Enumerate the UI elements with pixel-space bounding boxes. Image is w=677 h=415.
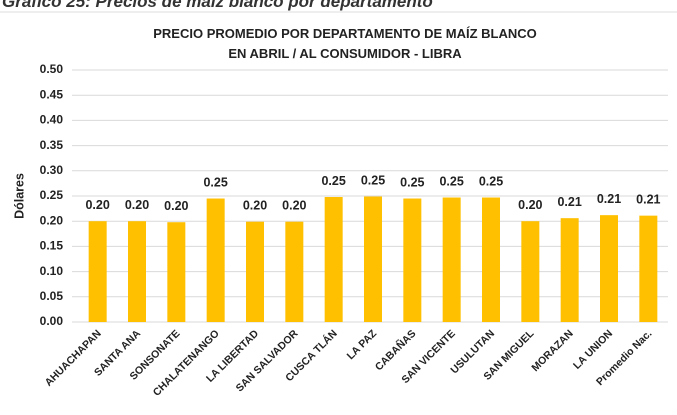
y-axis-label: Dólares xyxy=(12,173,26,219)
bar xyxy=(639,215,658,322)
bar xyxy=(128,221,146,322)
x-tick-label: LA PAZ xyxy=(345,327,380,362)
y-tick-label: 0.25 xyxy=(40,188,64,202)
bar xyxy=(403,198,422,322)
y-tick-label: 0.20 xyxy=(40,213,64,227)
y-tick-label: 0.45 xyxy=(40,87,64,101)
value-label: 0.20 xyxy=(282,199,306,213)
bar xyxy=(600,215,618,322)
value-label: 0.25 xyxy=(361,174,385,188)
caption: Gráfico 25: Precios de maíz blanco por d… xyxy=(2,0,433,11)
y-tick-label: 0.35 xyxy=(40,138,64,152)
value-label: 0.20 xyxy=(243,199,267,213)
bar xyxy=(88,221,107,322)
bar xyxy=(482,197,500,322)
y-tick-label: 0.00 xyxy=(40,314,64,328)
value-label: 0.20 xyxy=(518,198,542,212)
value-label: 0.21 xyxy=(636,193,660,207)
bar xyxy=(560,218,579,322)
chart-title: PRECIO PROMEDIO POR DEPARTAMENTO DE MAÍZ… xyxy=(153,26,537,41)
bar xyxy=(324,197,343,322)
chart-title: EN ABRIL / AL CONSUMIDOR - LIBRA xyxy=(228,46,462,61)
x-tick-label: MORAZAN xyxy=(529,328,575,374)
bar xyxy=(364,196,382,322)
y-tick-label: 0.40 xyxy=(40,113,64,127)
value-label: 0.20 xyxy=(85,198,109,212)
value-label: 0.20 xyxy=(164,199,188,213)
bar xyxy=(285,221,304,322)
value-label: 0.21 xyxy=(597,192,621,206)
value-label: 0.25 xyxy=(203,176,227,190)
bar xyxy=(206,198,225,322)
y-tick-label: 0.15 xyxy=(40,239,64,253)
bar xyxy=(442,197,461,322)
value-label: 0.20 xyxy=(125,198,149,212)
value-label: 0.25 xyxy=(400,176,424,190)
y-tick-label: 0.50 xyxy=(40,62,64,76)
x-tick-label: AHUACHAPAN xyxy=(43,328,104,389)
bar xyxy=(167,222,186,322)
y-tick-label: 0.10 xyxy=(40,264,64,278)
y-tick-label: 0.05 xyxy=(40,289,64,303)
value-label: 0.25 xyxy=(479,175,503,189)
bar xyxy=(521,221,540,322)
value-label: 0.25 xyxy=(321,174,345,188)
y-tick-label: 0.30 xyxy=(40,163,64,177)
x-tick-label: CHALATENANGO xyxy=(151,328,222,399)
value-label: 0.21 xyxy=(557,195,581,209)
bar xyxy=(246,221,264,322)
value-label: 0.25 xyxy=(439,175,463,189)
